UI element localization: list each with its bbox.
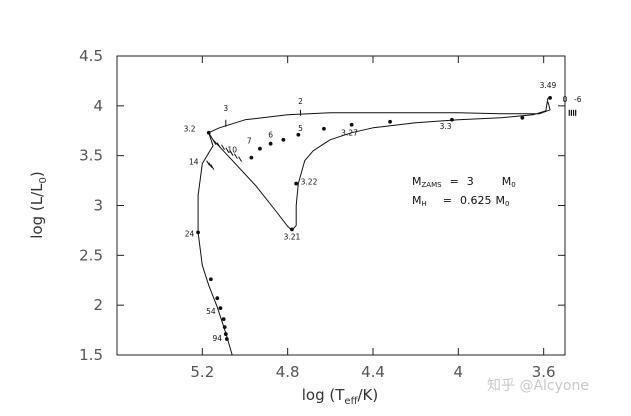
track-annotation: 6: [268, 131, 273, 140]
track-point: [258, 146, 262, 151]
track-annotation: 5: [298, 124, 303, 133]
track-annotation: 24: [185, 229, 195, 238]
track-line-2: [197, 132, 233, 356]
isochrone-tick: [206, 160, 211, 166]
x-tick-label: 4.8: [276, 363, 300, 381]
track-point: [196, 230, 200, 235]
isochrone-tick: [216, 142, 221, 148]
isochrone-tick: [238, 156, 243, 162]
legend-line-mh: MH = 0.625 M0: [412, 194, 509, 208]
isochrone-marks: [206, 109, 577, 170]
track-point: [520, 115, 525, 120]
track-point: [221, 317, 226, 322]
track-annotation: 10: [227, 146, 237, 155]
track-point: [450, 117, 454, 122]
x-tick-label: 5.2: [190, 363, 214, 381]
track-annotation: 3.49: [540, 81, 557, 90]
track-point: [249, 155, 254, 160]
track-annotation: 3.21: [284, 232, 301, 241]
track-point: [322, 126, 326, 131]
isochrone-tick: [225, 147, 230, 153]
track-point: [548, 95, 552, 100]
x-axis-title: log (Teff/K): [302, 386, 378, 407]
y-tick-label: 2: [93, 296, 103, 314]
x-tick-label: 4: [454, 363, 464, 381]
track-annotation: -6: [574, 95, 582, 104]
axis-ticks: [117, 55, 565, 356]
y-tick-label: 4: [93, 97, 103, 115]
isochrone-tick: [229, 150, 234, 156]
track-point: [268, 141, 273, 146]
track-annotation: 3.2: [184, 125, 196, 134]
y-tick-label: 4.5: [79, 47, 103, 65]
track-point: [206, 130, 211, 135]
track-annotation: 3.27: [341, 129, 358, 138]
track-point: [208, 277, 213, 282]
track-point: [281, 137, 286, 142]
track-annotation: 7: [247, 137, 252, 146]
y-tick-label: 1.5: [79, 346, 103, 364]
track-line-1: [208, 97, 551, 231]
track-annotation: 94: [212, 334, 222, 343]
track-annotation: 2: [298, 97, 303, 106]
x-tick-label: 4.4: [361, 363, 385, 381]
track-point: [218, 306, 223, 311]
track-points: [196, 95, 552, 341]
track-point: [388, 119, 392, 124]
track-annotation: 3.22: [301, 178, 318, 187]
isochrone-tick: [208, 162, 213, 168]
track-annotations: 3.49 0 -6 2 3 3.2 5 6 7 10 14 3.27 3.3 3.22 3.21 24 54 94: [184, 81, 582, 343]
watermark: 知乎 @Alcyone: [487, 377, 589, 394]
track-annotation: 3: [223, 104, 228, 113]
isochrone-tick: [212, 139, 217, 145]
track-point: [223, 332, 228, 336]
legend-line-mzams: MZAMS = 3 M0: [412, 175, 516, 189]
isochrone-tick: [210, 164, 215, 170]
y-axis-title: log (L/L0): [28, 171, 49, 239]
x-tick-labels: 5.2 4.8 4.4 4 3.6: [190, 363, 555, 381]
track-point: [222, 325, 227, 329]
track-annotation: 14: [189, 158, 199, 167]
y-tick-label: 2.5: [79, 246, 103, 264]
y-tick-labels: 1.5 2 2.5 3 3.5 4 4.5: [79, 47, 103, 364]
y-tick-label: 3.5: [79, 147, 103, 165]
track-annotation: 54: [206, 307, 216, 316]
track-annotation: 0: [563, 95, 568, 104]
track-point: [290, 227, 294, 232]
track-point: [296, 132, 301, 137]
x-tick-label: 3.6: [532, 363, 556, 381]
track-series: [197, 97, 551, 356]
track-point: [215, 296, 220, 301]
track-point: [349, 122, 354, 127]
track-annotation: 3.3: [440, 122, 452, 131]
y-tick-label: 3: [93, 197, 103, 215]
track-point: [294, 181, 299, 186]
track-point: [224, 337, 229, 341]
isochrone-tick: [221, 144, 225, 150]
legend: MZAMS = 3 M0 MH = 0.625 M0: [412, 175, 516, 208]
isochrone-tick: [233, 153, 238, 159]
